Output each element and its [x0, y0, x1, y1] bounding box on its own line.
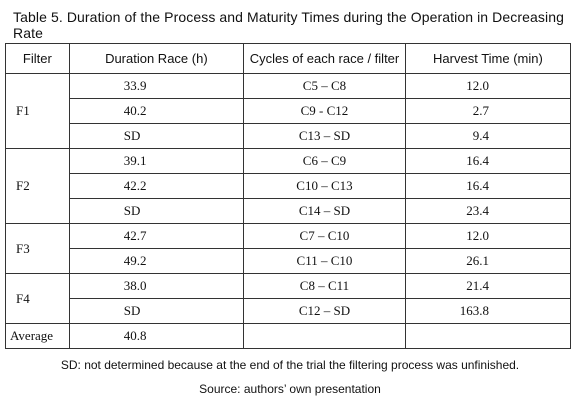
table-row: F1 33.9 C5 – C8 12.0 — [5, 73, 572, 149]
duration-cell: 40.2 — [68, 98, 245, 124]
cycles-cell: C13 – SD — [243, 123, 406, 149]
average-duration: 40.8 — [68, 323, 245, 349]
table-row: F2 39.1 C6 – C9 16.4 — [5, 148, 572, 224]
cycles-cell: C10 – C13 — [243, 173, 406, 199]
duration-cell: 42.7 — [68, 223, 245, 249]
harvest-cell: 2.7 — [404, 98, 572, 124]
average-label: Average — [5, 323, 70, 349]
duration-cell: SD — [68, 123, 245, 149]
filter-cell: F4 — [5, 273, 70, 324]
filter-cell: F3 — [5, 223, 70, 274]
table-row: 49.2 C11 – C10 26.1 — [6, 248, 572, 274]
filter-cell: F1 — [5, 73, 70, 149]
cycles-cell: C6 – C9 — [243, 148, 406, 174]
table-row: F4 38.0 C8 – C11 21.4 — [5, 273, 572, 324]
header-cycles: Cycles of each race / filter — [243, 43, 406, 74]
table-row: SD C12 – SD 163.8 — [6, 298, 572, 324]
duration-cell: 42.2 — [68, 173, 245, 199]
header-duration: Duration Race (h) — [68, 43, 245, 74]
harvest-cell: 163.8 — [404, 298, 572, 324]
table-row: SD C13 – SD 9.4 — [6, 123, 572, 149]
harvest-cell: 12.0 — [404, 73, 572, 99]
table-row: 40.2 C9 - C12 2.7 — [6, 98, 572, 124]
header-row: Filter Duration Race (h) Cycles of each … — [5, 43, 572, 74]
header-filter: Filter — [5, 43, 70, 74]
footnote: SD: not determined because at the end of… — [60, 358, 520, 372]
average-row: Average 40.8 — [5, 323, 572, 349]
table-row: SD C14 – SD 23.4 — [6, 198, 572, 224]
filter-cell: F2 — [5, 148, 70, 224]
harvest-cell: 21.4 — [404, 273, 572, 299]
average-cycles — [243, 323, 406, 349]
cycles-cell: C8 – C11 — [243, 273, 406, 299]
cycles-cell: C11 – C10 — [243, 248, 406, 274]
harvest-cell: 12.0 — [404, 223, 572, 249]
data-table: Filter Duration Race (h) Cycles of each … — [5, 43, 572, 349]
duration-cell: 49.2 — [68, 248, 245, 274]
cycles-cell: C14 – SD — [243, 198, 406, 224]
table-row: F3 42.7 C7 – C10 12.0 — [5, 223, 572, 274]
harvest-cell: 16.4 — [404, 173, 572, 199]
duration-cell: 38.0 — [68, 273, 245, 299]
cycles-cell: C5 – C8 — [243, 73, 406, 99]
table-row: 42.2 C10 – C13 16.4 — [6, 173, 572, 199]
harvest-cell: 9.4 — [404, 123, 572, 149]
duration-cell: SD — [68, 298, 245, 324]
harvest-cell: 23.4 — [404, 198, 572, 224]
duration-cell: 39.1 — [68, 148, 245, 174]
cycles-cell: C7 – C10 — [243, 223, 406, 249]
harvest-cell: 26.1 — [404, 248, 572, 274]
header-harvest: Harvest Time (min) — [404, 43, 572, 74]
table-title: Table 5. Duration of the Process and Mat… — [13, 9, 564, 41]
duration-cell: 33.9 — [68, 73, 245, 99]
harvest-cell: 16.4 — [404, 148, 572, 174]
duration-cell: SD — [68, 198, 245, 224]
average-harvest — [404, 323, 572, 349]
cycles-cell: C12 – SD — [243, 298, 406, 324]
source-note: Source: authors’ own presentation — [199, 382, 381, 396]
cycles-cell: C9 - C12 — [243, 98, 406, 124]
